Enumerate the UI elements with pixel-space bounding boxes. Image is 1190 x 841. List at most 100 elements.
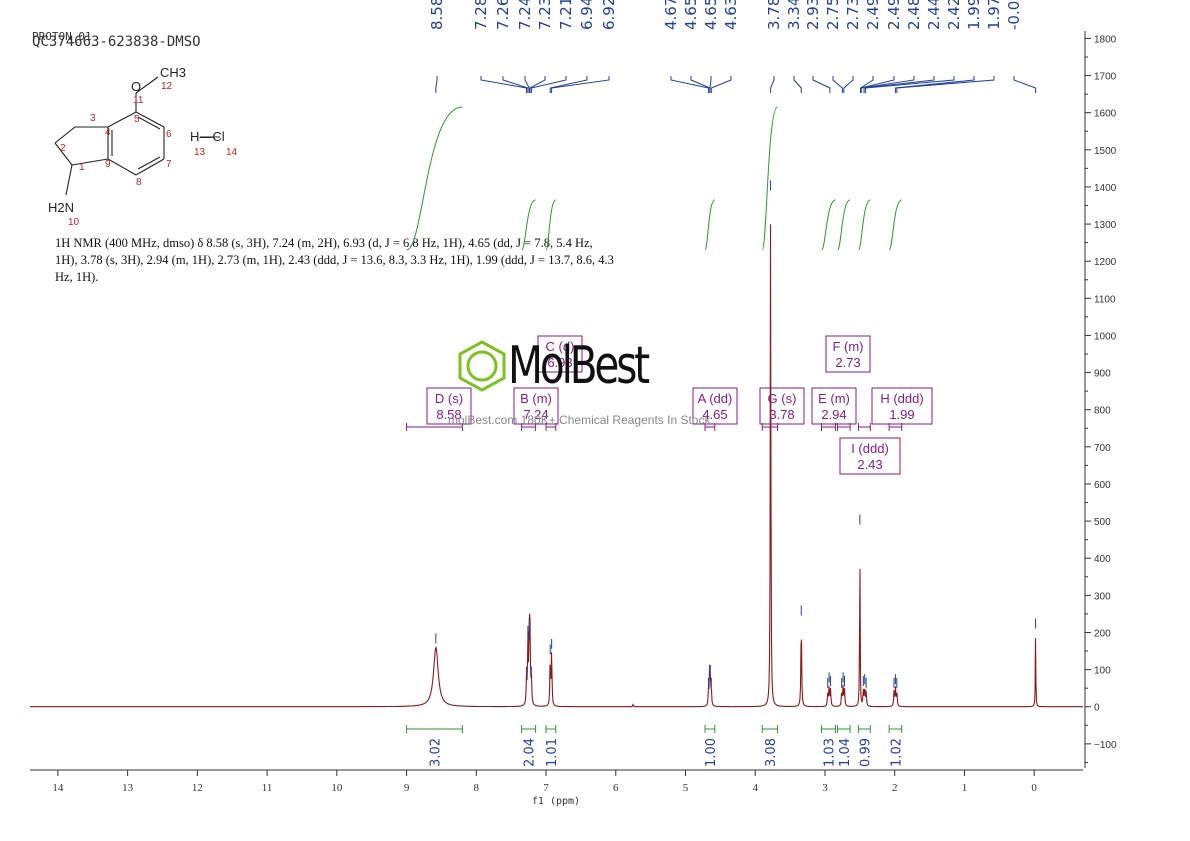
x-tick-label: 14 (52, 782, 64, 794)
peak-connector (435, 76, 438, 93)
integral-value: 2.04 (523, 738, 538, 767)
atom-number: 9 (105, 159, 111, 170)
multiplet-label: B (m) (520, 391, 552, 406)
x-tick-label: 8 (474, 782, 480, 794)
atom-number: 8 (136, 177, 142, 188)
peak-connector (860, 76, 895, 93)
atom-number: 3 (90, 113, 96, 124)
peak-label: 7.28 (472, 0, 490, 30)
peak-label: 2.42 (945, 0, 963, 30)
x-tick-label: 3 (822, 782, 828, 794)
peak-label: 2.49 (885, 0, 903, 30)
atom-number: 11 (133, 95, 144, 106)
y-tick-label: −100 (1094, 740, 1117, 751)
peak-label: 2.49 (864, 0, 882, 30)
peak-label: 8.58 (428, 0, 446, 30)
integral-curve (761, 106, 779, 251)
y-tick-label: 1400 (1094, 183, 1117, 194)
y-tick-label: 1000 (1094, 331, 1117, 342)
integral-value: 3.08 (764, 738, 779, 767)
nmr-description: 1H NMR (400 MHz, dmso) δ 8.58 (s, 3H), 7… (55, 235, 615, 286)
peak-label: 3.78 (765, 0, 783, 30)
x-tick-label: 2 (892, 782, 898, 794)
multiplet-box (871, 387, 933, 425)
peak-label: 1.99 (965, 0, 983, 30)
atom-number: 7 (166, 159, 172, 170)
y-tick-label: 1200 (1094, 257, 1117, 268)
peak-label: 4.67 (662, 0, 680, 30)
peak-connector (502, 76, 529, 93)
peak-label: 4.63 (722, 0, 740, 30)
y-tick-label: 400 (1094, 554, 1111, 565)
multiplet-value: 2.73 (835, 355, 860, 370)
peak-connector (864, 76, 955, 93)
y-tick-label: 1300 (1094, 220, 1117, 231)
peak-connector (812, 76, 831, 93)
multiplet-value: 8.58 (436, 407, 461, 422)
y-tick-label: 1600 (1094, 109, 1117, 120)
y-tick-label: 700 (1094, 443, 1111, 454)
multiplet-box (537, 335, 583, 373)
multiplet-box (811, 387, 857, 425)
atom-number: 1 (79, 162, 85, 173)
peak-connector (843, 76, 854, 93)
multiplet-box (426, 387, 472, 425)
x-tick-label: 0 (1031, 782, 1037, 794)
peak-connector (670, 76, 710, 93)
y-tick-label: 0 (1094, 703, 1100, 714)
y-tick-label: 800 (1094, 406, 1111, 417)
peak-connector (832, 76, 843, 93)
integral-curve (888, 199, 903, 251)
watermark-brand: MolBest (508, 336, 650, 396)
peak-label: 7.23 (536, 0, 554, 30)
peak-connector (860, 76, 874, 93)
peak-connector (524, 76, 530, 93)
peak-connector (793, 76, 802, 93)
integral-value: 1.00 (704, 738, 719, 767)
peak-connector (529, 76, 546, 93)
multiplet-label: G (s) (768, 391, 797, 406)
x-tick-label: 9 (404, 782, 410, 794)
x-tick-label: 11 (262, 782, 273, 794)
integral-curve (521, 199, 536, 251)
integral-curve (704, 199, 716, 251)
integral-value: 1.03 (822, 738, 837, 767)
y-tick-label: 1100 (1094, 294, 1116, 305)
integral-value: 1.02 (889, 738, 904, 767)
x-tick-label: 10 (331, 782, 343, 794)
x-tick-label: 7 (543, 782, 549, 794)
peak-label: 7.21 (557, 0, 575, 30)
multiplet-box (759, 387, 805, 425)
peak-label: 2.73 (844, 0, 862, 30)
peak-connector (480, 76, 528, 93)
multiplet-value: 6.93 (547, 355, 572, 370)
watermark-tagline: molBest.com 180K+ Chemical Reagents In S… (448, 413, 714, 427)
multiplet-value: 7.24 (523, 407, 548, 422)
peak-label: 2.48 (905, 0, 923, 30)
multiplet-value: 2.94 (821, 407, 846, 422)
y-tick-label: 500 (1094, 517, 1111, 528)
peak-connector (710, 76, 732, 93)
integral-curve (821, 199, 836, 251)
amine-label: H2N (48, 200, 74, 215)
y-tick-label: 900 (1094, 369, 1111, 380)
multiplet-label: A (dd) (698, 391, 733, 406)
multiplet-label: I (ddd) (851, 441, 889, 456)
peak-label: 6.92 (600, 0, 618, 30)
x-tick-label: 1 (962, 782, 968, 794)
multiplet-label: D (s) (435, 391, 463, 406)
peak-label: 2.93 (804, 0, 822, 30)
multiplet-box (825, 335, 871, 373)
peak-label: 4.65 (702, 0, 720, 30)
spectrum-line (30, 224, 1083, 708)
peak-label: 2.44 (925, 0, 943, 30)
integral-curve (545, 199, 557, 251)
integral-value: 1.04 (838, 738, 853, 767)
peak-label: 3.34 (785, 0, 803, 30)
integral-value: 0.99 (858, 738, 873, 767)
peak-label: 7.24 (516, 0, 534, 30)
multiplet-box (839, 437, 901, 475)
peak-connector (894, 76, 975, 93)
